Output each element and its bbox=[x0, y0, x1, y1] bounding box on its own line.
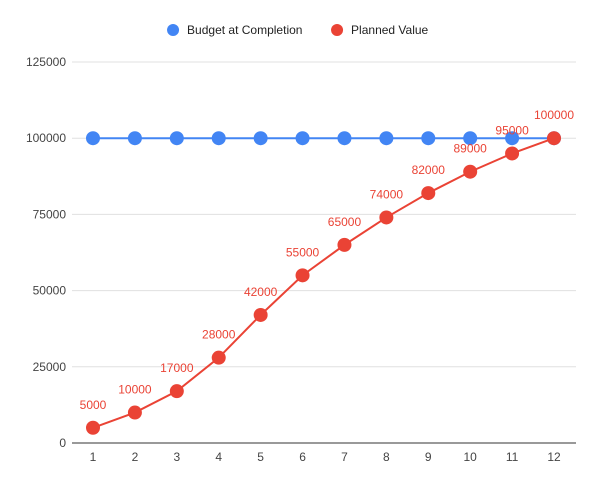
planned-value-data-label: 65000 bbox=[328, 215, 362, 229]
planned-value-point bbox=[253, 307, 268, 322]
y-tick-label: 75000 bbox=[33, 207, 67, 221]
y-tick-label: 0 bbox=[59, 436, 66, 450]
planned-value-point bbox=[211, 350, 226, 365]
planned-value-point bbox=[547, 131, 561, 146]
budget-at-completion-point bbox=[127, 131, 142, 146]
legend-marker-planned-value bbox=[331, 24, 344, 36]
planned-value-data-label: 89000 bbox=[453, 142, 487, 156]
x-tick-label: 10 bbox=[464, 450, 478, 464]
planned-value-line bbox=[92, 137, 555, 429]
planned-value-point bbox=[86, 420, 100, 435]
x-tick-label: 1 bbox=[90, 450, 97, 464]
planned-value-point bbox=[379, 210, 394, 225]
budget-at-completion-point bbox=[211, 131, 226, 146]
planned-value-data-label: 5000 bbox=[80, 398, 107, 412]
gridlines bbox=[72, 61, 576, 368]
budget-at-completion-point bbox=[169, 131, 184, 146]
budget-at-completion-point bbox=[379, 131, 394, 146]
x-tick-label: 9 bbox=[425, 450, 432, 464]
planned-value-data-label: 17000 bbox=[160, 361, 194, 375]
planned-value-point bbox=[295, 268, 310, 283]
y-axis: 0 25000 50000 75000 100000 125000 bbox=[26, 55, 576, 450]
x-tick-label: 8 bbox=[383, 450, 390, 464]
budget-at-completion-point bbox=[253, 131, 268, 146]
planned-value-data-label: 10000 bbox=[118, 383, 152, 397]
legend-marker-budget-at-completion bbox=[167, 24, 180, 36]
planned-value-data-label: 95000 bbox=[495, 123, 529, 137]
x-tick-label: 12 bbox=[547, 450, 561, 464]
y-tick-label: 100000 bbox=[26, 131, 66, 145]
budget-at-completion-point bbox=[421, 131, 436, 146]
budget-at-completion-point bbox=[505, 131, 520, 146]
planned-value-point bbox=[127, 405, 142, 420]
x-tick-label: 3 bbox=[173, 450, 180, 464]
legend-label-planned-value: Planned Value bbox=[351, 23, 429, 37]
legend-label-budget-at-completion: Budget at Completion bbox=[187, 23, 302, 37]
planned-value-point bbox=[505, 146, 520, 161]
planned-value-point bbox=[169, 384, 184, 399]
x-tick-label: 5 bbox=[257, 450, 264, 464]
x-tick-label: 6 bbox=[299, 450, 306, 464]
planned-value-data-label: 28000 bbox=[202, 328, 236, 342]
planned-value-data-label: 42000 bbox=[244, 285, 278, 299]
budget-at-completion-point bbox=[86, 131, 100, 146]
y-tick-label: 50000 bbox=[33, 284, 67, 298]
planned-value-data-label: 100000 bbox=[534, 108, 574, 122]
x-tick-label: 2 bbox=[132, 450, 139, 464]
budget-at-completion-point bbox=[295, 131, 310, 146]
y-tick-label: 125000 bbox=[26, 55, 66, 69]
series-layer bbox=[86, 131, 561, 435]
planned-value-point bbox=[463, 164, 478, 179]
x-tick-label: 4 bbox=[215, 450, 222, 464]
planned-value-data-label: 74000 bbox=[370, 187, 404, 201]
planned-value-point bbox=[337, 237, 352, 252]
budget-at-completion-point bbox=[337, 131, 352, 146]
planned-value-point bbox=[421, 186, 436, 201]
y-tick-label: 25000 bbox=[33, 360, 67, 374]
x-axis: 1 2 3 4 5 6 7 8 9 10 11 12 bbox=[90, 450, 561, 464]
planned-value-data-label: 55000 bbox=[286, 245, 320, 259]
budget-at-completion-point bbox=[463, 131, 478, 146]
x-tick-label: 11 bbox=[506, 450, 519, 464]
data-labels: 5000 10000 17000 28000 42000 55000 65000 74000 8… bbox=[80, 108, 575, 412]
legend: Budget at Completion Planned Value bbox=[167, 23, 429, 37]
planned-value-data-label: 82000 bbox=[412, 163, 446, 177]
x-tick-label: 7 bbox=[341, 450, 348, 464]
